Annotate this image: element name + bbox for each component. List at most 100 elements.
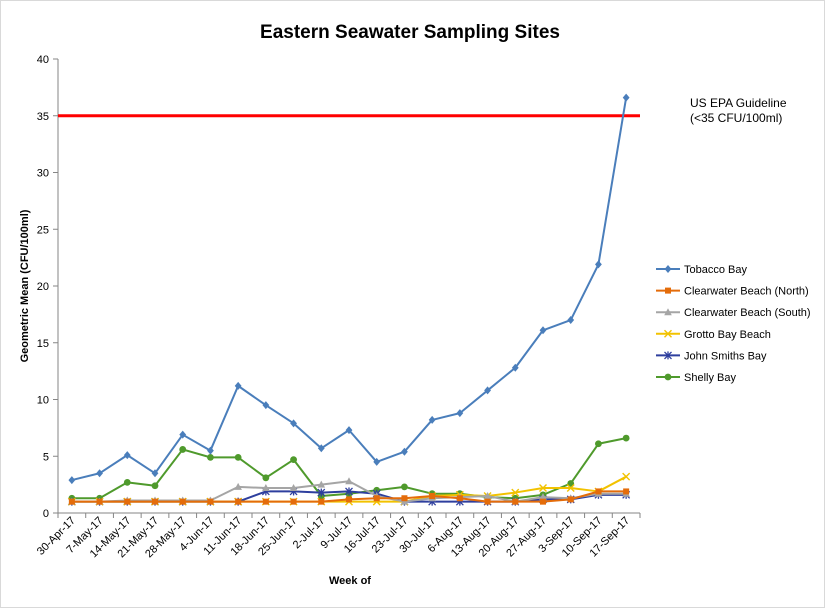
data-point-clearwater-beach-north (456, 495, 463, 502)
y-tick-label: 30 (37, 168, 49, 180)
data-point-tobacco-bay (567, 316, 575, 325)
data-point-tobacco-bay (290, 419, 297, 428)
data-point-tobacco-bay (401, 447, 408, 456)
data-point-clearwater-beach-north (373, 495, 380, 502)
data-point-shelly-bay (290, 456, 297, 464)
legend-label: Shelly Bay (684, 372, 736, 384)
data-point-tobacco-bay (317, 444, 325, 453)
series-clearwater-beach-north (68, 488, 630, 505)
legend-marker (665, 287, 671, 294)
legend-label: Grotto Bay Beach (684, 329, 771, 341)
data-point-tobacco-bay (207, 446, 214, 455)
marker-stroke (511, 488, 520, 497)
data-point-clearwater-beach-south (345, 477, 353, 485)
legend-item-john-smiths-bay: John Smiths Bay (656, 350, 767, 362)
y-tick-label: 25 (37, 224, 49, 236)
legend-marker (664, 373, 672, 381)
legend-item-clearwater-beach-north: Clearwater Beach (North) (656, 286, 809, 298)
y-tick-label: 0 (43, 508, 49, 520)
marker-stroke (664, 329, 672, 338)
legend-marker (664, 265, 672, 273)
legend-item-tobacco-bay: Tobacco Bay (656, 264, 747, 276)
data-point-clearwater-beach-south (234, 482, 242, 490)
marker-stroke (539, 484, 547, 493)
reference-line-label-line1: US EPA Guideline (690, 96, 787, 110)
data-point-tobacco-bay (68, 476, 76, 485)
data-point-shelly-bay (151, 482, 159, 490)
data-point-tobacco-bay (539, 326, 547, 335)
y-axis-label: Geometric Mean (CFU/100ml) (19, 209, 31, 362)
data-point-tobacco-bay (622, 93, 630, 102)
legend-item-grotto-bay-beach: Grotto Bay Beach (656, 329, 771, 341)
data-point-john-smiths-bay (317, 488, 326, 497)
data-point-clearwater-beach-north (595, 488, 602, 495)
data-point-shelly-bay (123, 478, 131, 486)
y-tick-label: 5 (43, 451, 49, 463)
data-point-tobacco-bay (484, 386, 491, 395)
data-point-tobacco-bay (234, 381, 242, 390)
y-tick-label: 40 (37, 54, 49, 66)
legend-label: Clearwater Beach (North) (684, 286, 809, 298)
data-point-shelly-bay (401, 483, 408, 491)
legend-marker (664, 329, 672, 338)
legend-item-shelly-bay: Shelly Bay (656, 372, 736, 384)
marker-stroke (622, 472, 631, 481)
x-axis-label: Week of (329, 575, 371, 587)
legend-marker (664, 351, 672, 360)
data-point-shelly-bay (262, 474, 270, 482)
data-point-clearwater-beach-north (96, 498, 103, 505)
data-point-tobacco-bay (262, 401, 270, 410)
data-point-shelly-bay (179, 446, 187, 453)
data-point-shelly-bay (622, 434, 630, 442)
data-point-clearwater-beach-north (346, 496, 352, 503)
data-point-tobacco-bay (345, 426, 353, 435)
data-point-tobacco-bay (595, 260, 602, 269)
data-point-tobacco-bay (96, 469, 103, 478)
legend-label: Tobacco Bay (684, 264, 747, 276)
data-point-clearwater-beach-north (179, 498, 186, 505)
data-point-tobacco-bay (179, 430, 187, 439)
reference-line-label: US EPA Guideline (<35 CFU/100ml) (690, 96, 787, 125)
data-point-clearwater-beach-north (207, 498, 214, 505)
series-line-tobacco-bay (71, 97, 628, 482)
data-point-clearwater-beach-north (567, 496, 574, 503)
data-point-clearwater-beach-south (317, 480, 326, 488)
data-point-shelly-bay (567, 480, 575, 487)
data-point-clearwater-beach-north (540, 498, 546, 505)
marker-stroke (566, 484, 575, 493)
data-point-grotto-bay-beach (539, 484, 547, 493)
data-point-tobacco-bay (373, 457, 381, 466)
data-point-clearwater-beach-north (401, 495, 408, 502)
data-point-clearwater-beach-north (512, 498, 519, 505)
data-point-clearwater-beach-north (623, 488, 630, 495)
chart-title: Eastern Seawater Sampling Sites (260, 22, 560, 43)
data-point-tobacco-bay (511, 363, 519, 372)
data-point-tobacco-bay (428, 415, 436, 424)
y-tick-label: 15 (37, 338, 49, 350)
plot-area: 051015202530354030-Apr-177-May-1714-May-… (35, 54, 641, 560)
legend-marker (664, 308, 672, 316)
data-point-clearwater-beach-south (539, 493, 547, 501)
data-point-clearwater-beach-south (262, 484, 270, 492)
data-point-clearwater-beach-north (68, 498, 75, 505)
data-point-clearwater-beach-north (429, 492, 436, 499)
data-point-clearwater-beach-north (262, 498, 269, 505)
data-point-clearwater-beach-north (124, 498, 131, 505)
y-tick-label: 35 (37, 111, 49, 123)
legend-item-clearwater-beach-south: Clearwater Beach (South) (656, 307, 811, 319)
y-tick-label: 20 (37, 281, 49, 293)
data-point-clearwater-beach-north (152, 498, 158, 505)
data-point-shelly-bay (207, 453, 214, 461)
data-point-clearwater-beach-south (289, 484, 298, 492)
legend-label: John Smiths Bay (684, 350, 767, 362)
y-tick-label: 10 (37, 395, 49, 407)
data-point-clearwater-beach-south (483, 491, 492, 499)
data-point-grotto-bay-beach (622, 472, 631, 481)
data-point-tobacco-bay (123, 451, 131, 460)
data-point-tobacco-bay (456, 409, 464, 418)
data-point-clearwater-beach-north (484, 498, 491, 505)
data-point-clearwater-beach-north (318, 498, 325, 505)
legend: Tobacco Bay Clearwater Beach (North) Clear… (656, 264, 811, 384)
